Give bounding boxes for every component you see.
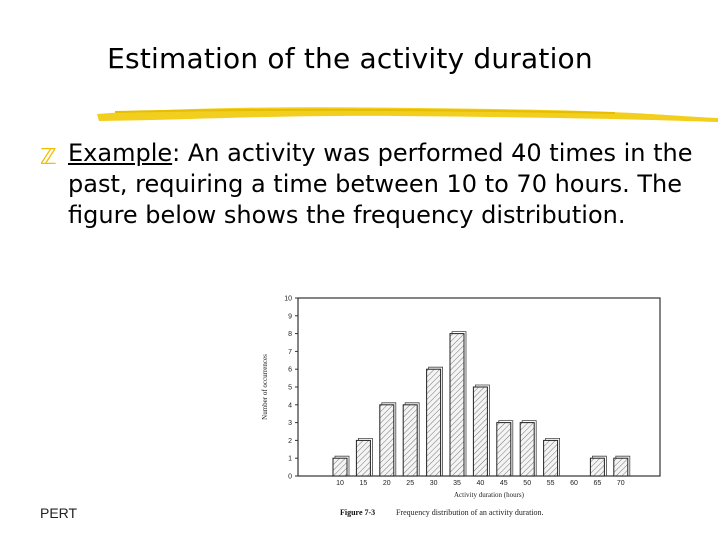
- z-bullet-icon: ℤ: [40, 145, 57, 170]
- y-tick-label: 9: [288, 313, 292, 320]
- y-tick-label: 0: [288, 474, 292, 481]
- x-tick-label: 30: [430, 480, 438, 487]
- bar-shadow-65: [591, 455, 607, 476]
- title-underline-brush: [97, 107, 718, 122]
- example-label: Example: [68, 139, 173, 167]
- bar-shadow-70: [615, 455, 631, 476]
- x-tick-label: 70: [617, 480, 625, 487]
- y-tick-label: 4: [288, 402, 292, 409]
- bar-shadow-50: [521, 420, 537, 476]
- bar-55: [543, 439, 559, 477]
- slide-title: Estimation of the activity duration: [107, 42, 593, 75]
- x-axis-label: Activity duration (hours): [454, 491, 525, 499]
- bar-45: [496, 422, 512, 477]
- bar-40: [472, 386, 488, 477]
- x-axis: 10 15 20 25 30 35 40 45 50 55 60 65 70: [336, 480, 625, 487]
- x-tick-label: 20: [383, 480, 391, 487]
- bar-shadow-10: [334, 455, 350, 476]
- bar-shadow-55: [545, 437, 561, 476]
- bar-15: [355, 439, 371, 477]
- x-tick-label: 45: [500, 480, 508, 487]
- y-tick-label: 1: [288, 456, 292, 463]
- y-tick-label: 5: [288, 385, 292, 392]
- y-tick-label: 2: [288, 438, 292, 445]
- x-tick-label: 25: [406, 480, 414, 487]
- bar-shadow-30: [428, 366, 444, 476]
- y-axis: 0 1 2 3 4 5 6 7 8 9 10: [284, 296, 298, 481]
- x-tick-label: 50: [523, 480, 531, 487]
- example-paragraph: ℤ Example: An activity was performed 40 …: [40, 138, 700, 231]
- x-tick-label: 55: [547, 480, 555, 487]
- bar-50: [519, 422, 535, 477]
- bar-35: [449, 333, 465, 477]
- y-tick-label: 8: [288, 331, 292, 338]
- bar-shadow-35: [451, 331, 467, 476]
- bar-30: [426, 368, 442, 477]
- y-axis-label: Number of occurrences: [261, 354, 269, 420]
- y-tick-label: 7: [288, 349, 292, 356]
- bar-shadow-45: [498, 420, 514, 476]
- bar-70: [613, 457, 629, 477]
- x-tick-label: 65: [594, 480, 602, 487]
- bar-shadow-15: [358, 437, 373, 476]
- y-tick-label: 3: [288, 420, 292, 427]
- figure-caption-label: Figure 7-3: [340, 508, 375, 517]
- bar-shadow-25: [404, 402, 420, 476]
- bars: [332, 331, 631, 477]
- x-tick-label: 10: [336, 480, 344, 487]
- example-text: : An activity was performed 40 times in …: [68, 139, 693, 229]
- bar-shadow-20: [381, 402, 397, 476]
- x-tick-label: 15: [360, 480, 368, 487]
- figure-caption-text: Frequency distribution of an activity du…: [396, 508, 544, 517]
- y-tick-label: 6: [288, 367, 292, 374]
- y-tick-label: 10: [284, 296, 292, 303]
- bar-10: [332, 457, 348, 477]
- footer-label: PERT: [40, 505, 78, 521]
- bar-shadow-40: [474, 384, 490, 476]
- x-tick-label: 40: [477, 480, 485, 487]
- x-tick-label: 35: [453, 480, 461, 487]
- bar-20: [379, 404, 395, 477]
- x-tick-label: 60: [570, 480, 578, 487]
- bar-65: [589, 457, 605, 477]
- bar-25: [402, 404, 418, 477]
